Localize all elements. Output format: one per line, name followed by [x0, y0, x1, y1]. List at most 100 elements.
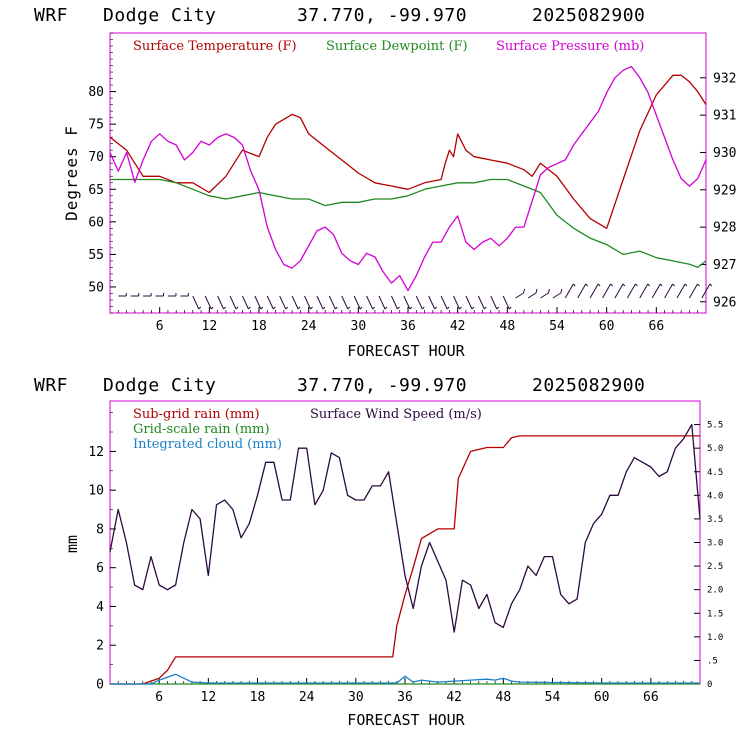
wind-barb-flag — [560, 288, 563, 294]
y2-tick-label: 928 — [713, 221, 736, 236]
wind-barb-shaft — [403, 295, 411, 310]
wind-barb-flag — [446, 306, 450, 310]
wind-barb-shaft — [390, 295, 398, 310]
y-tick-label: 60 — [88, 215, 104, 230]
wind-barb-flag — [210, 306, 214, 310]
wind-barb-flag — [409, 306, 413, 310]
x-tick-label: 54 — [549, 319, 565, 334]
wind-barb-shaft — [428, 295, 436, 310]
wind-barb-shaft — [304, 295, 311, 310]
wind-barb-flag — [697, 283, 700, 287]
wind-barb-flag — [198, 306, 202, 310]
wind-barb-flag — [372, 306, 375, 310]
x-tick-label: 42 — [446, 690, 462, 705]
panel2-x-ticks: 6 12 18 24 30 36 42 48 54 60 66 — [117, 678, 693, 705]
y2-tick-label: 932 — [713, 71, 736, 86]
wind-barb-flag — [709, 283, 713, 287]
wind-barb-flag — [585, 283, 589, 287]
wind-barb-shaft — [676, 283, 686, 299]
x-tick-label: 6 — [156, 319, 164, 334]
x-tick-label: 24 — [301, 319, 317, 334]
wind-barb-shaft — [515, 292, 524, 299]
legend-temperature: Surface Temperature (F) — [133, 39, 297, 54]
panel2-series — [109, 423, 701, 685]
y-tick-label: 0 — [96, 678, 104, 693]
x-tick-label: 18 — [250, 690, 266, 705]
wind-barb-shaft — [527, 292, 537, 299]
panel1-y-axis-label: Degrees F — [62, 125, 81, 221]
y2-tick-label: 931 — [713, 109, 736, 124]
x-tick-label: 54 — [545, 690, 561, 705]
panel2-y-axis-label: mm — [63, 535, 81, 553]
wind-barb-flag — [272, 306, 276, 310]
y-tick-label: 75 — [88, 118, 104, 133]
wind-barb-flag — [397, 306, 400, 310]
wind-barb-flag — [496, 306, 500, 310]
panel1-plot-frame — [109, 32, 707, 314]
wind-barb-flag — [659, 283, 663, 287]
wind-barb-flag — [597, 283, 601, 287]
wind-barb-flag — [523, 288, 526, 294]
wind-barb-flag — [535, 288, 538, 294]
x-tick-label: 36 — [400, 319, 416, 334]
y2-tick-label: 926 — [713, 295, 736, 310]
x-tick-label: 48 — [496, 690, 512, 705]
wind-barb-shaft — [366, 295, 374, 310]
wind-barb-shaft — [266, 295, 274, 310]
wind-barb-flag — [572, 283, 576, 287]
y-tick-label: 50 — [88, 280, 104, 295]
y-tick-label: 6 — [96, 561, 104, 576]
wind-barb-flag — [684, 283, 688, 287]
y2-tick-label: 4.5 — [707, 468, 723, 478]
y2-tick-label: .5 — [707, 656, 718, 666]
y2-tick-label: 5.5 — [707, 421, 723, 431]
series-line-surface-temperature-f — [109, 74, 707, 229]
panel1-y2-ticks: 926 927 928 929 930 931 932 — [700, 71, 736, 310]
wind-barb-flag — [471, 306, 475, 310]
y2-tick-label: 4.0 — [707, 491, 723, 501]
wind-barb-flag — [547, 288, 550, 294]
panel2-header: WRF Dodge City 37.770, -99.970 202508290… — [34, 375, 645, 396]
series-line-surface-dewpoint-f — [110, 178, 707, 269]
wind-barb-flag — [421, 306, 425, 310]
x-tick-label: 48 — [500, 319, 516, 334]
wind-barb-shaft — [192, 295, 200, 310]
wind-barb-shaft — [626, 283, 636, 299]
panel2-legend: Sub-grid rain (mm) Grid-scale rain (mm) … — [133, 407, 482, 452]
panel1-header: WRF Dodge City 37.770, -99.970 202508290… — [34, 5, 645, 26]
x-tick-label: 12 — [202, 319, 218, 334]
y2-tick-label: 2.0 — [707, 586, 723, 596]
series-line-surface-pressure-mb — [109, 65, 707, 292]
y2-tick-label: 929 — [713, 183, 736, 198]
y-tick-label: 8 — [96, 522, 104, 537]
y-tick-label: 10 — [88, 484, 104, 499]
x-tick-label: 36 — [397, 690, 413, 705]
wind-barb-shaft — [614, 283, 624, 299]
wind-barb-shaft — [279, 295, 287, 310]
wind-barb-flag — [322, 306, 326, 310]
legend-integrated-cloud: Integrated cloud (mm) — [133, 437, 282, 452]
y2-tick-label: 1.5 — [707, 609, 723, 619]
wind-barb-shaft — [490, 295, 498, 310]
wind-barb-shaft — [552, 292, 562, 299]
wind-barb-flag — [484, 306, 487, 310]
series-line-integrated-cloud-mm — [110, 673, 700, 685]
wind-barb-shaft — [291, 295, 299, 310]
wind-barb-shaft — [254, 295, 262, 310]
wind-barb-shaft — [540, 292, 549, 299]
wind-barb-flag — [335, 306, 338, 310]
y-tick-label: 12 — [88, 445, 104, 460]
y2-tick-label: 3.0 — [707, 539, 723, 549]
wind-barb-shaft — [378, 295, 386, 310]
panel2-x-axis-label: FORECAST HOUR — [347, 711, 465, 729]
wind-barb-flag — [235, 306, 239, 310]
wind-barb-shaft — [564, 283, 574, 299]
panel2-model: WRF — [34, 375, 68, 396]
wind-barb-shaft — [204, 295, 212, 310]
x-tick-label: 18 — [251, 319, 267, 334]
x-tick-label: 66 — [643, 690, 659, 705]
wind-barb-flag — [310, 306, 313, 310]
wind-barb-flag — [285, 306, 289, 310]
y-tick-label: 2 — [96, 639, 104, 654]
